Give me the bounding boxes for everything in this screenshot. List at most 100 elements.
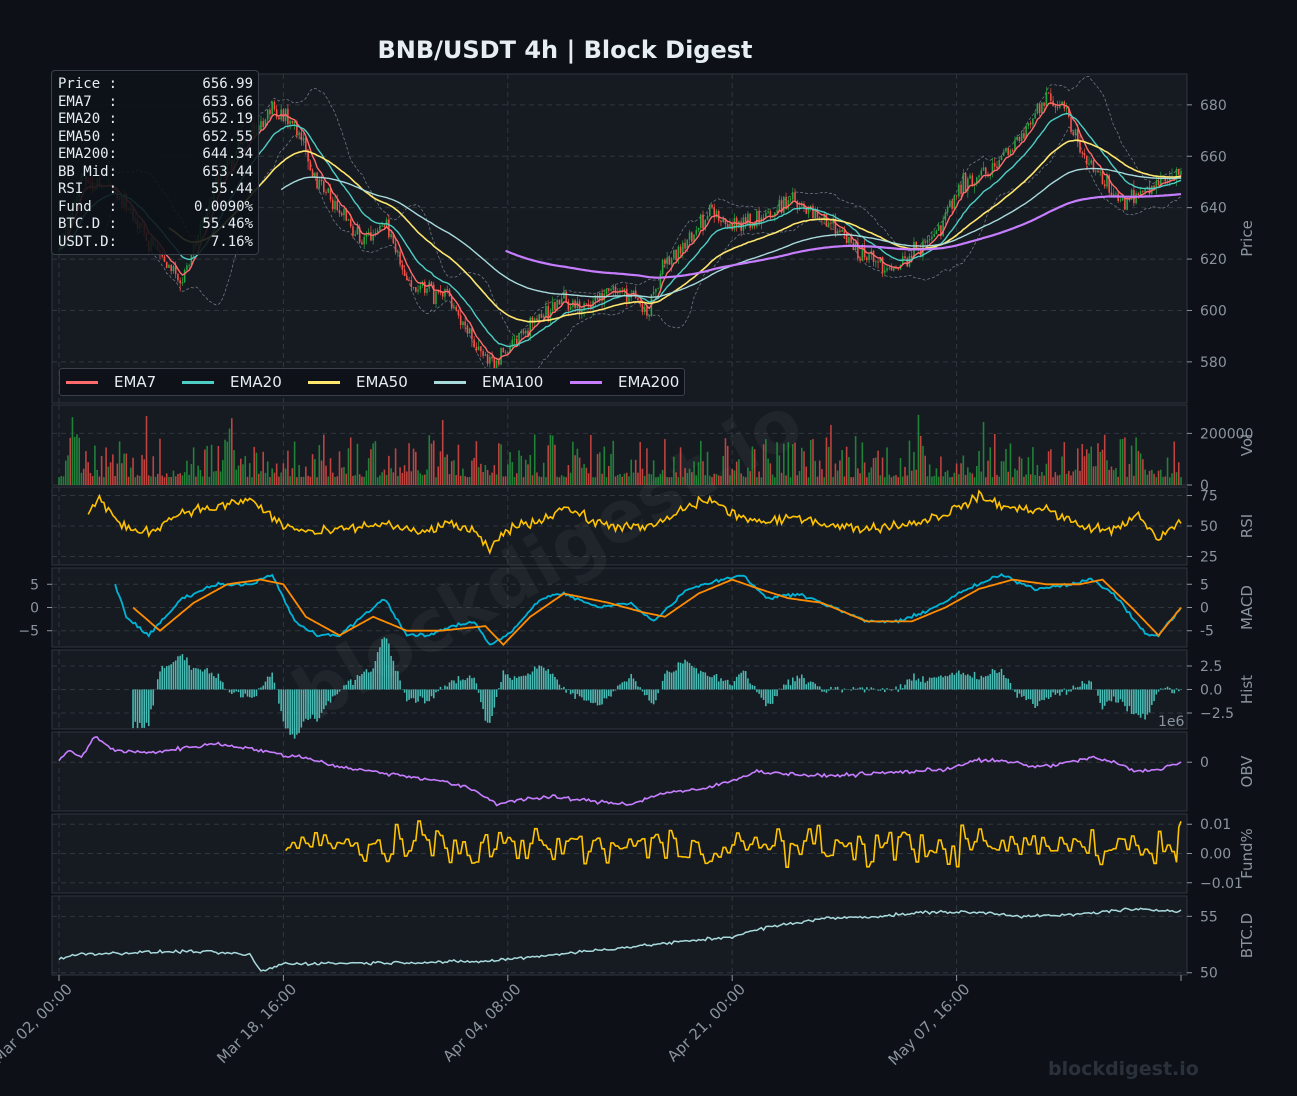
candle-body [682, 242, 684, 254]
candle-body [1137, 193, 1140, 196]
volume-bar [536, 472, 538, 485]
hist-bar [774, 689, 776, 697]
y-tick-label-left: −5 [18, 624, 39, 640]
hist-bar [1155, 689, 1158, 695]
candle-body [735, 217, 738, 228]
hist-bar [457, 676, 460, 690]
hist-bar [307, 689, 309, 720]
volume-bar [109, 462, 112, 485]
candle-body [585, 303, 588, 305]
candle-body [933, 234, 935, 237]
volume-bar [868, 472, 870, 485]
hist-bar [444, 685, 446, 690]
volume-bar [1063, 442, 1066, 485]
hist-bar [388, 643, 390, 690]
hist-bar [857, 688, 859, 690]
volume-bar [338, 451, 341, 485]
volume-bar [780, 472, 783, 485]
volume-bar [850, 477, 852, 485]
volume-bar [1115, 468, 1117, 485]
candle-body [338, 210, 341, 214]
volume-bar [98, 476, 101, 485]
hist-bar [910, 680, 913, 690]
hist-bar [242, 689, 244, 698]
candle-body [967, 178, 969, 192]
hist-bar [1097, 689, 1099, 696]
volume-bar [444, 457, 446, 485]
volume-bar [399, 467, 401, 485]
volume-bar [632, 472, 635, 485]
hist-bar [397, 671, 399, 690]
hist-bar [711, 677, 713, 690]
volume-bar [940, 456, 942, 485]
hist-bar [1065, 689, 1068, 695]
volume-bar [686, 472, 689, 485]
hist-bar [1142, 689, 1144, 714]
hist-bar [796, 675, 799, 690]
hist-bar [971, 677, 974, 690]
hist-bar [1034, 689, 1036, 708]
volume-bar [747, 467, 749, 485]
candle-body [875, 261, 877, 263]
volume-bar [273, 472, 276, 485]
volume-bar [1050, 449, 1052, 485]
candle-body [334, 200, 336, 210]
volume-bar [1180, 477, 1182, 485]
volume-bar [1054, 472, 1057, 485]
volume-bar [76, 434, 78, 485]
volume-bar [726, 445, 729, 485]
hist-bar [437, 689, 440, 692]
volume-bar [841, 450, 843, 485]
volume-bar [1052, 477, 1054, 485]
hist-bar [747, 678, 749, 690]
volume-bar [944, 471, 947, 485]
hist-bar [888, 688, 891, 690]
ema200-line [505, 193, 1182, 279]
hist-bar [1027, 689, 1030, 700]
hist-bar [958, 670, 960, 690]
volume-bar [1153, 473, 1155, 485]
hist-bar [919, 681, 922, 690]
volume-bar [670, 477, 673, 485]
volume-bar [794, 442, 796, 485]
volume-bar [1068, 470, 1070, 485]
volume-bar [614, 476, 617, 485]
candle-body [177, 274, 179, 281]
candle-body [345, 208, 348, 221]
hist-bar [989, 673, 992, 690]
candle-body [724, 218, 727, 225]
candle-body [693, 234, 695, 242]
candle-body [1068, 107, 1070, 117]
volume-bar [367, 458, 370, 485]
candle-body [969, 175, 971, 179]
candle-body [563, 291, 565, 299]
volume-bar [331, 472, 334, 485]
hist-bar [946, 676, 949, 690]
candle-body [1061, 101, 1063, 105]
volume-bar [1177, 462, 1180, 485]
hist-bar [356, 675, 359, 690]
candle-body [982, 167, 985, 171]
volume-bar [816, 476, 819, 485]
candle-body [1072, 132, 1075, 136]
volume-bar [733, 470, 736, 485]
hist-bar [1121, 689, 1124, 702]
volume-bar [852, 477, 855, 485]
y-tick-label: 50 [1200, 966, 1218, 982]
hist-bar [872, 688, 875, 690]
hist-bar [471, 678, 473, 690]
volume-bar [309, 476, 312, 485]
volume-bar [244, 456, 247, 485]
candle-body [827, 222, 830, 227]
volume-bar [834, 463, 837, 485]
candle-body [1002, 151, 1005, 156]
volume-bar [464, 476, 466, 485]
volume-bar [141, 455, 143, 485]
hist-bar [724, 680, 727, 690]
candle-body [944, 212, 947, 221]
candle-body [471, 328, 473, 340]
candle-body [1108, 175, 1110, 193]
volume-bar [935, 468, 938, 485]
hist-bar [195, 668, 197, 690]
candle-body [349, 219, 352, 227]
